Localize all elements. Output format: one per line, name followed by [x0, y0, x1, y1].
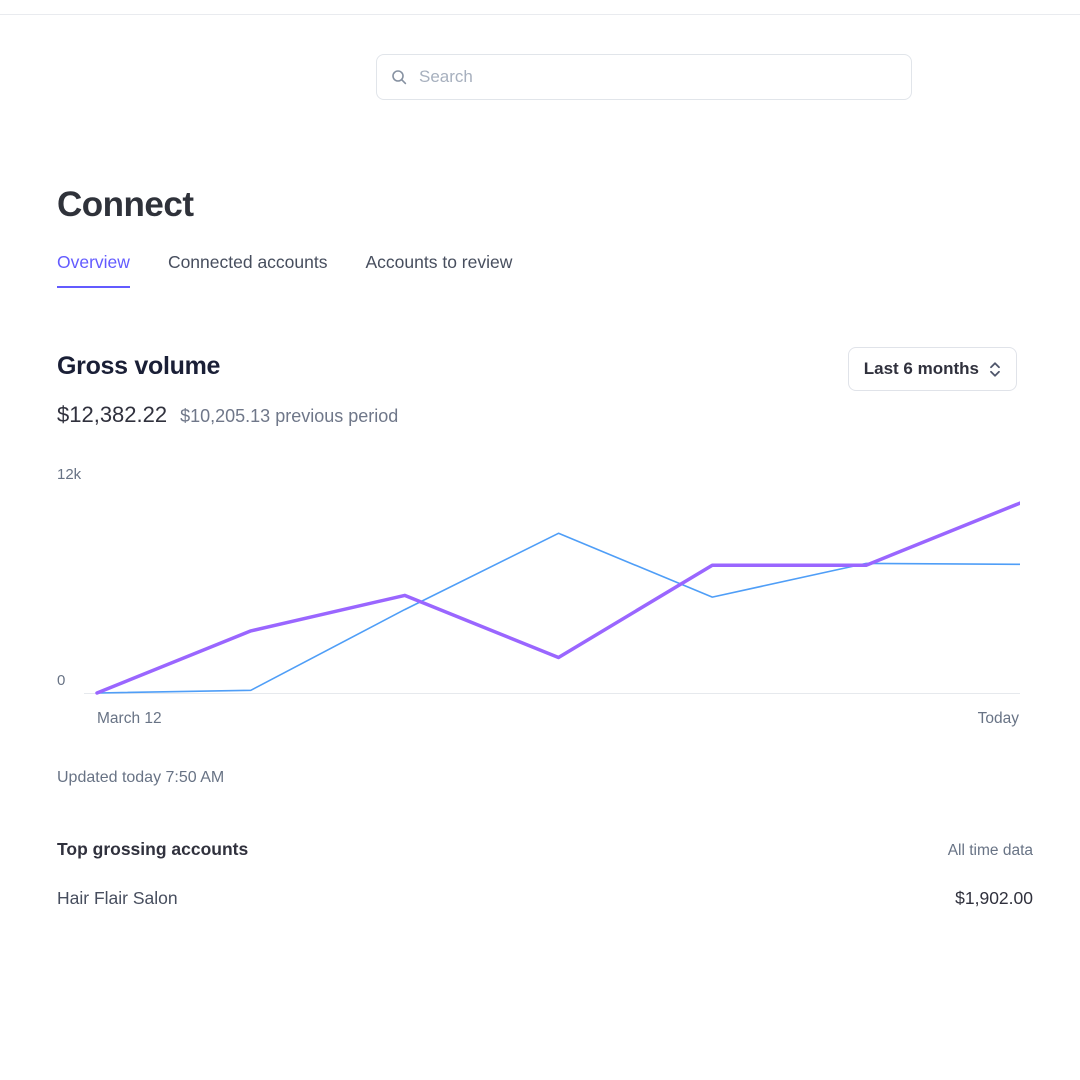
page-title: Connect [57, 185, 194, 224]
search-bar[interactable] [376, 54, 912, 100]
x-axis-tick-start: March 12 [97, 710, 162, 727]
top-grossing-header: Top grossing accounts All time data [57, 839, 1033, 860]
gross-volume-amount: $12,382.22 [57, 402, 168, 427]
search-input[interactable] [417, 66, 897, 88]
account-name: Hair Flair Salon [57, 888, 178, 908]
gross-volume-chart [84, 468, 1022, 700]
gross-volume-previous: $10,205.13 previous period [180, 406, 399, 426]
top-grossing-meta: All time data [947, 842, 1033, 859]
top-grossing-row[interactable]: Hair Flair Salon $1,902.00 [57, 888, 1033, 909]
updated-timestamp: Updated today 7:50 AM [57, 769, 225, 786]
gross-volume-title: Gross volume [57, 352, 221, 380]
top-divider [0, 14, 1080, 15]
y-axis-tick-12k: 12k [57, 466, 82, 483]
account-amount: $1,902.00 [955, 888, 1033, 908]
tab-overview[interactable]: Overview [57, 252, 130, 288]
chevron-up-down-icon [989, 361, 1001, 378]
period-selector-label: Last 6 months [863, 359, 979, 378]
gross-volume-amounts: $12,382.22 $10,205.13 previous period [57, 402, 398, 428]
top-grossing-title: Top grossing accounts [57, 839, 249, 859]
x-axis-tick-end: Today [977, 710, 1019, 727]
tab-accounts-to-review[interactable]: Accounts to review [365, 252, 513, 272]
tab-bar: Overview Connected accounts Accounts to … [57, 252, 512, 288]
tab-connected-accounts[interactable]: Connected accounts [167, 252, 328, 272]
period-selector[interactable]: Last 6 months [847, 347, 1017, 391]
search-icon [391, 69, 407, 85]
y-axis-tick-0: 0 [57, 672, 66, 689]
